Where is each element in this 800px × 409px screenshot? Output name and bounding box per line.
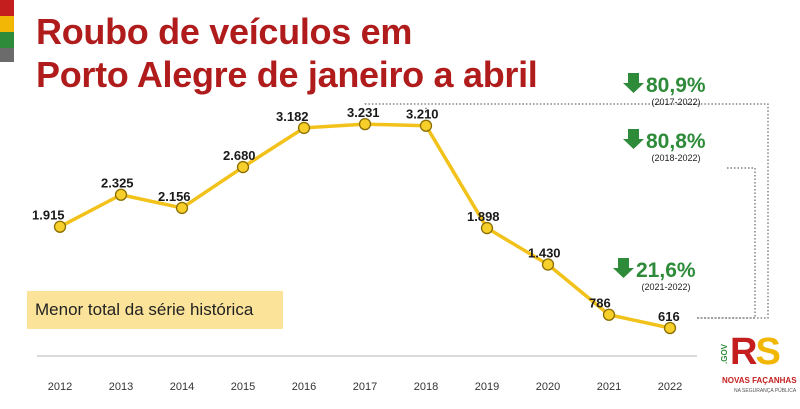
arrow-down-icon [623, 139, 644, 149]
data-label: 616 [658, 309, 680, 324]
data-label: 2.680 [223, 148, 256, 163]
arrow-down-icon [618, 258, 629, 268]
data-point [480, 221, 494, 235]
data-label: 2.156 [158, 189, 191, 204]
data-label: 3.231 [347, 105, 380, 120]
x-tick-label: 2017 [353, 381, 377, 393]
lowest-total-label: Menor total da série histórica [35, 300, 254, 319]
x-tick-label: 2014 [170, 381, 194, 393]
annotation-period-2018-2022: (2018-2022) [651, 153, 700, 163]
arrow-down-icon [628, 73, 639, 83]
brand-stripe-gray [0, 48, 14, 62]
bracket-2018-2022-end [697, 167, 756, 319]
brand-stripe-red [0, 0, 14, 16]
brand-stripe-yellow [0, 16, 14, 32]
x-tick-label: 2015 [231, 381, 255, 393]
arrow-down-icon [623, 83, 644, 93]
page-title: Roubo de veículos em Porto Alegre de jan… [36, 10, 538, 96]
x-tick-label: 2012 [48, 381, 72, 393]
lowest-total-callout [27, 291, 283, 329]
data-label: 786 [589, 296, 611, 311]
logo-gov-text: .GOV [720, 344, 729, 365]
data-label: 3.182 [276, 109, 309, 124]
arrow-down-icon [628, 129, 639, 139]
x-tick-label: 2022 [658, 381, 682, 393]
x-tick-label: 2016 [292, 381, 316, 393]
annotation-period-2021-2022: (2021-2022) [641, 282, 690, 292]
data-label: 1.898 [467, 209, 500, 224]
data-point [419, 119, 433, 132]
logo-subtagline: NA SEGURANÇA PÚBLICA [734, 388, 797, 394]
data-point [114, 188, 128, 201]
data-point [541, 258, 555, 271]
data-label: 1.915 [32, 208, 65, 223]
x-tick-label: 2019 [475, 381, 499, 393]
logo-tagline: NOVAS FAÇANHAS [722, 376, 797, 385]
data-point [53, 220, 67, 233]
annotation-period-2017-2022: (2017-2022) [651, 97, 700, 107]
data-label: 3.210 [406, 107, 439, 122]
annotation-percent-2018-2022: 80,8% [646, 130, 706, 153]
logo-rs-text: RS [730, 331, 781, 373]
annotation-percent-2021-2022: 21,6% [636, 259, 696, 282]
title-line-2: Porto Alegre de janeiro a abril [36, 54, 538, 95]
x-tick-label: 2018 [414, 381, 438, 393]
data-point [602, 308, 616, 321]
brand-stripe-green [0, 32, 14, 48]
data-point [175, 201, 189, 215]
annotation-percent-2017-2022: 80,9% [646, 74, 706, 97]
data-point [358, 117, 372, 131]
data-point [663, 321, 677, 335]
x-tick-label: 2020 [536, 381, 560, 393]
data-label: 1.430 [528, 246, 561, 261]
rs-logo: .GOV RS NOVAS FAÇANHAS NA SEGURANÇA PÚBL… [720, 331, 797, 404]
data-point [297, 121, 311, 135]
x-tick-label: 2013 [109, 381, 133, 393]
arrow-down-icon [613, 268, 634, 278]
bracket-2017-2022 [364, 103, 769, 319]
x-tick-label: 2021 [597, 381, 621, 393]
data-point [236, 160, 250, 174]
series-line [58, 122, 672, 330]
title-line-1: Roubo de veículos em [36, 11, 413, 52]
data-label: 2.325 [101, 176, 134, 191]
